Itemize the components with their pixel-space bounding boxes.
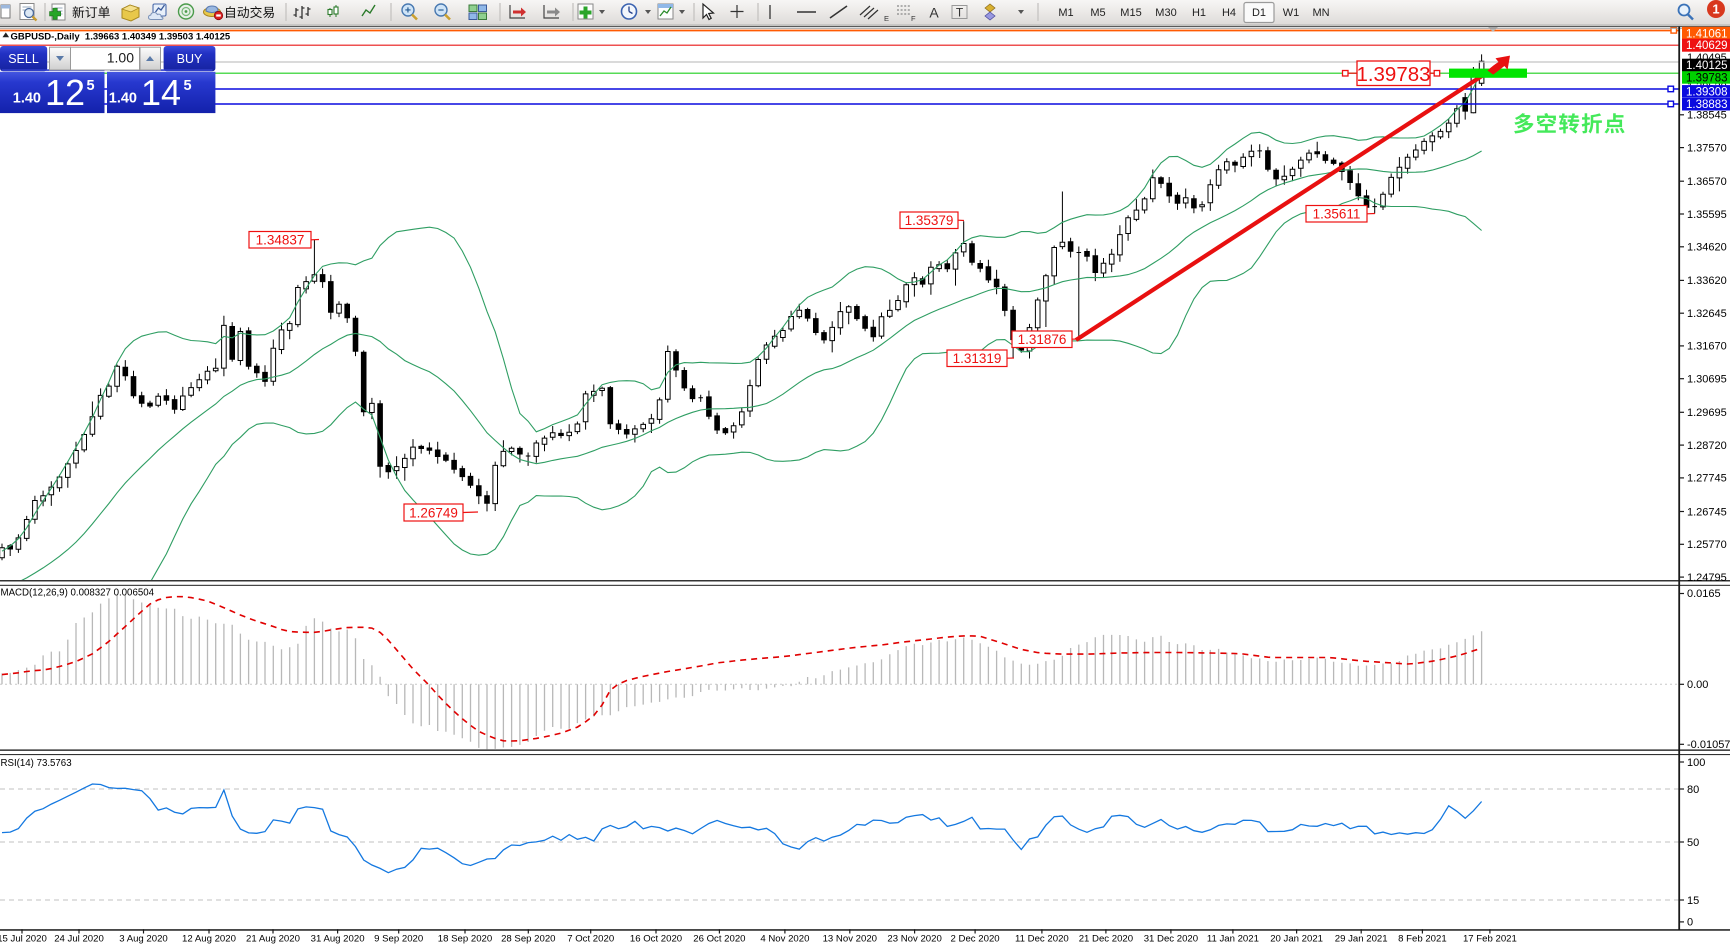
svg-text:15: 15 bbox=[1687, 895, 1699, 907]
svg-text:31 Aug 2020: 31 Aug 2020 bbox=[311, 934, 365, 945]
svg-text:1.28720: 1.28720 bbox=[1687, 440, 1727, 452]
svg-text:20 Jan 2021: 20 Jan 2021 bbox=[1270, 934, 1323, 945]
svg-text:80: 80 bbox=[1687, 784, 1699, 796]
svg-text:MACD(12,26,9) 0.008327 0.00650: MACD(12,26,9) 0.008327 0.006504 bbox=[1, 588, 155, 599]
svg-text:1.36570: 1.36570 bbox=[1687, 176, 1727, 188]
svg-text:12: 12 bbox=[45, 72, 85, 113]
svg-text:M5: M5 bbox=[1090, 7, 1105, 19]
svg-text:1.39783: 1.39783 bbox=[1686, 73, 1728, 85]
svg-text:8 Feb 2021: 8 Feb 2021 bbox=[1398, 934, 1447, 945]
svg-text:GBPUSD-,Daily 1.39663 1.40349: GBPUSD-,Daily 1.39663 1.40349 1.39503 1.… bbox=[11, 31, 231, 42]
svg-text:5: 5 bbox=[87, 78, 95, 94]
svg-text:16 Oct 2020: 16 Oct 2020 bbox=[630, 934, 682, 945]
svg-text:BUY: BUY bbox=[177, 52, 203, 66]
svg-text:5: 5 bbox=[184, 78, 192, 94]
svg-text:15 Jul 2020: 15 Jul 2020 bbox=[0, 934, 47, 945]
svg-text:1.40125: 1.40125 bbox=[1686, 60, 1728, 72]
svg-text:1.26749: 1.26749 bbox=[409, 505, 458, 520]
svg-text:M15: M15 bbox=[1120, 7, 1141, 19]
svg-text:1.37570: 1.37570 bbox=[1687, 142, 1727, 154]
svg-text:1.38883: 1.38883 bbox=[1686, 99, 1728, 111]
svg-text:50: 50 bbox=[1687, 837, 1699, 849]
svg-text:1.30695: 1.30695 bbox=[1687, 374, 1727, 386]
svg-text:14: 14 bbox=[141, 72, 181, 113]
svg-text:4 Nov 2020: 4 Nov 2020 bbox=[760, 934, 809, 945]
svg-text:1.34620: 1.34620 bbox=[1687, 242, 1727, 254]
svg-text:1.27745: 1.27745 bbox=[1687, 473, 1727, 485]
svg-text:1.35379: 1.35379 bbox=[905, 213, 954, 228]
svg-text:13 Nov 2020: 13 Nov 2020 bbox=[823, 934, 877, 945]
svg-text:1.31670: 1.31670 bbox=[1687, 341, 1727, 353]
svg-text:H4: H4 bbox=[1222, 7, 1236, 19]
svg-text:1.33620: 1.33620 bbox=[1687, 275, 1727, 287]
svg-text:1.40: 1.40 bbox=[109, 91, 137, 107]
svg-text:RSI(14) 73.5763: RSI(14) 73.5763 bbox=[1, 758, 72, 769]
svg-text:9 Sep 2020: 9 Sep 2020 bbox=[374, 934, 423, 945]
svg-text:E: E bbox=[884, 14, 889, 23]
svg-text:1.38545: 1.38545 bbox=[1687, 110, 1727, 122]
svg-text:T: T bbox=[956, 6, 964, 20]
svg-text:0.0165: 0.0165 bbox=[1687, 588, 1721, 600]
svg-text:1.41061: 1.41061 bbox=[1686, 29, 1728, 41]
svg-text:1.35595: 1.35595 bbox=[1687, 209, 1727, 221]
svg-text:+: + bbox=[405, 4, 411, 16]
svg-text:2 Dec 2020: 2 Dec 2020 bbox=[951, 934, 1000, 945]
svg-text:H1: H1 bbox=[1192, 7, 1206, 19]
svg-text:24 Jul 2020: 24 Jul 2020 bbox=[54, 934, 104, 945]
svg-text:W1: W1 bbox=[1283, 7, 1300, 19]
svg-text:1.26745: 1.26745 bbox=[1687, 506, 1727, 518]
svg-text:M1: M1 bbox=[1058, 7, 1073, 19]
svg-text:D1: D1 bbox=[1252, 7, 1266, 19]
svg-text:M30: M30 bbox=[1155, 7, 1176, 19]
svg-text:3 Aug 2020: 3 Aug 2020 bbox=[119, 934, 168, 945]
svg-text:1.31319: 1.31319 bbox=[953, 351, 1002, 366]
svg-text:11 Dec 2020: 11 Dec 2020 bbox=[1015, 934, 1069, 945]
svg-text:1.39308: 1.39308 bbox=[1686, 86, 1728, 98]
svg-text:29 Jan 2021: 29 Jan 2021 bbox=[1335, 934, 1388, 945]
svg-text:MN: MN bbox=[1312, 7, 1329, 19]
svg-text:1.32645: 1.32645 bbox=[1687, 308, 1727, 320]
svg-text:0.00: 0.00 bbox=[1687, 679, 1708, 691]
svg-text:21 Aug 2020: 21 Aug 2020 bbox=[246, 934, 300, 945]
svg-text:26 Oct 2020: 26 Oct 2020 bbox=[693, 934, 745, 945]
svg-text:1.39783: 1.39783 bbox=[1356, 63, 1430, 86]
svg-text:1.25770: 1.25770 bbox=[1687, 539, 1727, 551]
svg-text:1.24795: 1.24795 bbox=[1687, 572, 1727, 584]
svg-text:7 Oct 2020: 7 Oct 2020 bbox=[567, 934, 614, 945]
svg-text:1.00: 1.00 bbox=[107, 50, 134, 66]
svg-text:F: F bbox=[911, 14, 916, 23]
svg-text:1.29695: 1.29695 bbox=[1687, 407, 1727, 419]
svg-text:23 Nov 2020: 23 Nov 2020 bbox=[887, 934, 941, 945]
svg-text:1.31876: 1.31876 bbox=[1018, 332, 1067, 347]
svg-text:18 Sep 2020: 18 Sep 2020 bbox=[438, 934, 492, 945]
svg-text:17 Feb 2021: 17 Feb 2021 bbox=[1463, 934, 1517, 945]
svg-text:12 Aug 2020: 12 Aug 2020 bbox=[182, 934, 236, 945]
svg-text:1: 1 bbox=[1712, 2, 1719, 17]
svg-text:1.34837: 1.34837 bbox=[256, 233, 305, 248]
svg-text:1.40: 1.40 bbox=[13, 91, 41, 107]
svg-text:11 Jan 2021: 11 Jan 2021 bbox=[1207, 934, 1259, 945]
svg-text:SELL: SELL bbox=[8, 52, 39, 66]
svg-text:28 Sep 2020: 28 Sep 2020 bbox=[501, 934, 555, 945]
svg-text:A: A bbox=[929, 5, 939, 21]
svg-text:1.40629: 1.40629 bbox=[1686, 40, 1728, 52]
svg-text:1.35611: 1.35611 bbox=[1313, 207, 1361, 222]
svg-text:−: − bbox=[438, 4, 444, 16]
svg-text:21 Dec 2020: 21 Dec 2020 bbox=[1079, 934, 1133, 945]
svg-text:31 Dec 2020: 31 Dec 2020 bbox=[1144, 934, 1198, 945]
svg-text:100: 100 bbox=[1687, 757, 1705, 769]
svg-text:0: 0 bbox=[1687, 917, 1693, 929]
